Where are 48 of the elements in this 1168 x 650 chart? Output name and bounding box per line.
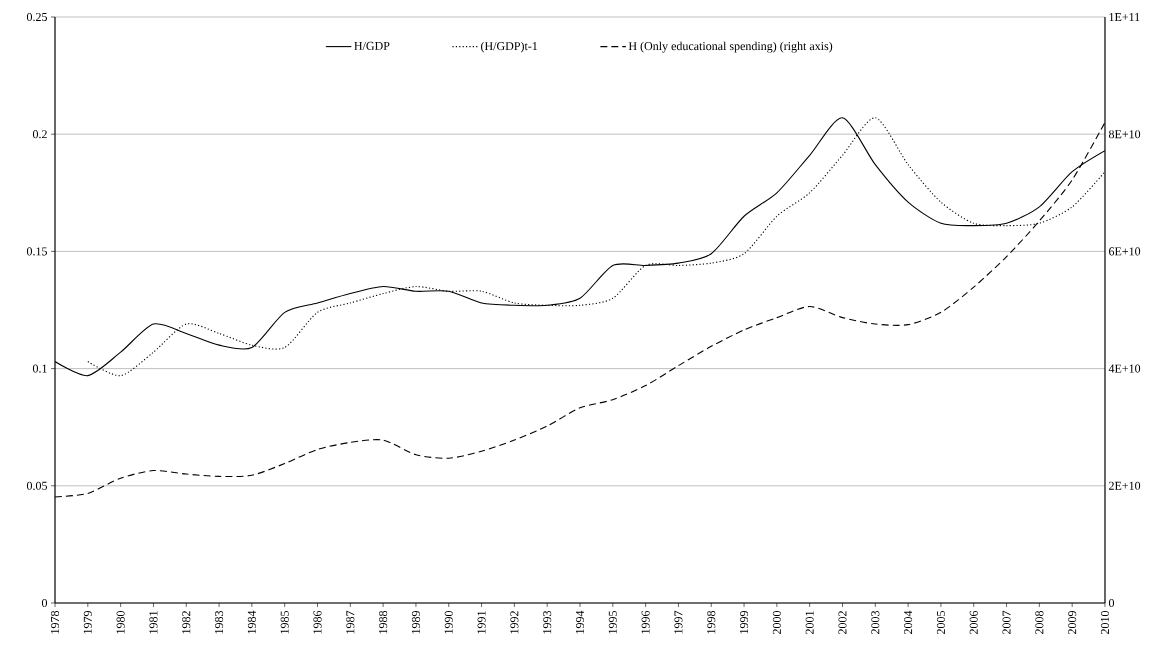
y-tick-label: 0.25 bbox=[26, 12, 48, 22]
x-tick-label: 1984 bbox=[247, 610, 256, 634]
y-tick-label: 0.15 bbox=[26, 247, 48, 256]
x-tick-label: 1998 bbox=[707, 610, 716, 634]
x-tick-label: 1995 bbox=[608, 610, 617, 634]
x-tick-label: 1992 bbox=[510, 611, 519, 634]
x-tick-label: 1994 bbox=[575, 610, 585, 634]
x-tick-label: 2001 bbox=[805, 611, 814, 634]
x-tick-label: 2002 bbox=[838, 611, 847, 634]
x-tick-label: 1990 bbox=[444, 610, 453, 634]
legend-label: H (Only educational spending) (right axis) bbox=[628, 41, 833, 53]
y2-tick-label: 1E+11 bbox=[1109, 13, 1140, 21]
x-tick-label: 2004 bbox=[904, 610, 913, 634]
y2-tick-label: 0 bbox=[1108, 598, 1115, 608]
x-tick-label: 1996 bbox=[641, 610, 650, 634]
x-tick-label: 1999 bbox=[740, 611, 749, 634]
y2-tick-label: 2E+10 bbox=[1109, 481, 1141, 490]
y2-tick-label: 6E+10 bbox=[1109, 247, 1141, 256]
x-tick-label: 1985 bbox=[280, 610, 289, 634]
y-tick-label: 0 bbox=[41, 598, 48, 608]
x-tick-label: 2000 bbox=[772, 610, 781, 634]
y2-tick-label: 8E+10 bbox=[1108, 130, 1141, 139]
x-tick-label: 2008 bbox=[1035, 610, 1044, 634]
legend-label: H/GDP bbox=[354, 41, 390, 50]
x-tick-label: 2009 bbox=[1068, 611, 1077, 634]
x-tick-label: 2010 bbox=[1100, 610, 1110, 634]
x-tick-label: 1987 bbox=[346, 610, 355, 634]
x-tick-label: 1979 bbox=[83, 611, 92, 634]
x-tick-label: 1993 bbox=[543, 610, 552, 634]
x-tick-label: 1989 bbox=[411, 611, 420, 634]
x-tick-label: 1978 bbox=[50, 610, 60, 634]
x-tick-label: 2007 bbox=[1002, 610, 1011, 634]
x-tick-label: 2003 bbox=[871, 610, 880, 634]
y-tick-label: 0.1 bbox=[32, 364, 47, 373]
x-tick-label: 1980 bbox=[116, 610, 125, 634]
x-tick-label: 2005 bbox=[936, 610, 945, 634]
y-tick-label: 0.05 bbox=[26, 481, 48, 490]
x-tick-label: 1988 bbox=[379, 610, 388, 634]
x-tick-label: 1997 bbox=[674, 610, 683, 634]
x-tick-label: 1982 bbox=[182, 611, 191, 634]
y2-tick-label: 4E+10 bbox=[1108, 364, 1141, 373]
x-tick-label: 1981 bbox=[149, 611, 158, 634]
x-tick-label: 1986 bbox=[313, 610, 322, 634]
x-tick-label: 2006 bbox=[969, 610, 978, 634]
x-tick-label: 1991 bbox=[477, 611, 486, 634]
x-tick-label: 1983 bbox=[215, 610, 224, 634]
y-tick-label: 0.2 bbox=[32, 130, 47, 139]
legend-label: (H/GDP)t-1 bbox=[481, 41, 538, 53]
